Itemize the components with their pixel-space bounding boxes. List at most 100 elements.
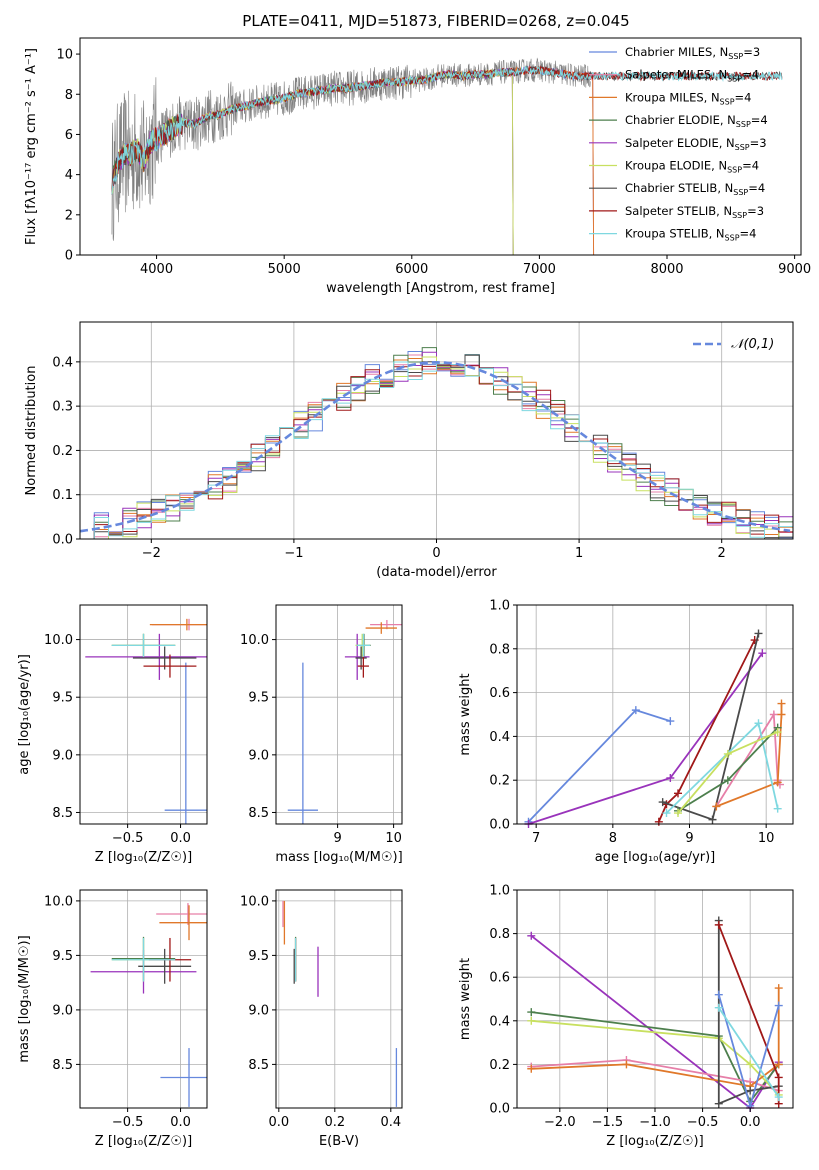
mass-weight-line <box>715 711 781 807</box>
x-tick-label: 2 <box>718 546 726 561</box>
data-point-marker <box>773 804 782 813</box>
x-tick-label: 10 <box>385 831 402 846</box>
y-tick-label: 6 <box>65 128 73 143</box>
y-tick-label: 0.8 <box>489 927 510 942</box>
data-point-marker <box>714 990 723 999</box>
x-tick-label: 9000 <box>778 262 811 277</box>
mass-vs-Z-panel: −0.5 0.0 8.5 9.0 9.5 10.0 Z [log₁₀(Z/Z☉)] mass … <box>17 889 208 1149</box>
data-point-marker <box>622 1060 631 1069</box>
residuals-panel: 𝒩(0,1) −2 −1 0 1 2 0.0 0.1 0.2 0.3 0.4 (data-model)… <box>24 321 794 580</box>
legend-entry: Salpeter MILES, NSSP=4 <box>625 68 759 84</box>
x-tick-label: 8 <box>609 831 617 846</box>
mass-weight-line <box>527 709 671 823</box>
legend-entry: Salpeter ELODIE, NSSP=3 <box>625 136 767 152</box>
data-point-marker <box>714 1099 723 1108</box>
y-tick-label: 0.2 <box>489 774 510 789</box>
y-tick-label: 9.0 <box>248 748 269 763</box>
x-axis-label: wavelength [Angstrom, rest frame] <box>326 281 555 296</box>
y-tick-label: 9.5 <box>248 949 269 964</box>
y-tick-label: 4 <box>65 168 73 183</box>
x-tick-label: −2.0 <box>544 1115 576 1130</box>
y-tick-label: 10.0 <box>240 894 269 909</box>
data-point-marker <box>658 798 667 807</box>
x-axis-label: Z [log₁₀(Z/Z☉)] <box>606 1134 703 1149</box>
axes-frame <box>275 889 403 1109</box>
age-vs-Z-panel: −0.5 0.0 8.5 9.0 9.5 10.0 Z [log₁₀(Z/Z☉)] age [… <box>17 604 208 865</box>
mass-weight-line <box>715 703 783 808</box>
x-tick-label: −1 <box>284 546 303 561</box>
y-tick-label: 8.5 <box>52 1058 73 1073</box>
data-point-marker <box>774 1001 783 1010</box>
mass-weight-line <box>531 1011 780 1104</box>
y-tick-label: 0 <box>65 249 73 264</box>
y-tick-label: 0.0 <box>52 533 73 548</box>
y-tick-label: 8.5 <box>52 806 73 821</box>
x-tick-label: 7000 <box>523 262 556 277</box>
x-axis-label: (data-model)/error <box>376 565 497 580</box>
data-point-marker <box>774 984 783 993</box>
y-tick-label: 8.5 <box>248 1058 269 1073</box>
y-tick-label: 10.0 <box>240 633 269 648</box>
data-point-marker <box>769 710 778 719</box>
x-tick-label: 0.0 <box>170 1115 191 1130</box>
legend-entry: Chabrier ELODIE, NSSP=4 <box>625 113 768 129</box>
y-tick-label: 0.6 <box>489 971 510 986</box>
data-point-marker <box>777 710 786 719</box>
y-tick-label: 9.0 <box>52 748 73 763</box>
x-tick-label: −0.5 <box>112 1115 144 1130</box>
legend-entry: Chabrier STELIB, NSSP=4 <box>625 181 765 197</box>
x-tick-label: −1.0 <box>639 1115 671 1130</box>
y-tick-label: 0.2 <box>52 444 73 459</box>
mass-vs-EBV-panel: 0.0 0.2 0.4 8.5 9.0 9.5 10.0 E(B-V) <box>240 889 403 1149</box>
data-point-marker <box>666 774 675 783</box>
x-tick-label: 0.0 <box>740 1115 761 1130</box>
y-tick-label: 10.0 <box>44 894 73 909</box>
y-tick-label: 8 <box>65 88 73 103</box>
legend-entry: Chabrier MILES, NSSP=3 <box>625 45 760 61</box>
y-tick-label: 0.4 <box>489 730 510 745</box>
legend-entry: Kroupa ELODIE, NSSP=4 <box>625 159 759 175</box>
data-point-marker <box>773 778 782 787</box>
legend-entry: Kroupa MILES, NSSP=4 <box>625 90 751 106</box>
x-tick-label: 0.0 <box>268 1115 289 1130</box>
mass-weight-line <box>717 994 780 1108</box>
axes-frame <box>79 889 208 1109</box>
x-tick-label: 9 <box>333 831 341 846</box>
data-point-marker <box>527 931 536 940</box>
age-vs-mass-panel: 9 10 8.5 9.0 9.5 10.0 mass [log₁₀(M/M☉)] <box>240 604 403 865</box>
y-axis-label: mass [log₁₀(M/M☉)] <box>17 935 32 1062</box>
data-point-marker <box>712 802 721 811</box>
data-point-marker <box>674 789 682 798</box>
x-tick-label: 0.0 <box>170 831 191 846</box>
data-point-marker <box>662 809 671 818</box>
x-tick-label: 8000 <box>650 262 683 277</box>
mass-weight-line <box>528 652 764 824</box>
y-tick-label: 1.0 <box>489 884 510 899</box>
data-point-marker <box>723 749 732 758</box>
y-tick-label: 2 <box>65 208 73 223</box>
y-tick-label: 0.4 <box>489 1014 510 1029</box>
data-point-marker <box>654 817 663 826</box>
axes-frame <box>516 604 794 825</box>
data-point-marker <box>758 649 767 658</box>
y-tick-label: 0.8 <box>489 642 510 657</box>
y-tick-label: 9.5 <box>52 949 73 964</box>
x-tick-label: −1.5 <box>592 1115 624 1130</box>
data-point-marker <box>527 1008 536 1017</box>
axes-frame <box>79 37 802 256</box>
y-tick-label: 9.0 <box>248 1003 269 1018</box>
y-tick-label: 0.0 <box>489 1102 510 1117</box>
y-tick-label: 8.5 <box>248 806 269 821</box>
x-tick-label: 4000 <box>140 262 173 277</box>
y-tick-label: 0.0 <box>489 818 510 833</box>
data-point-marker <box>773 728 782 737</box>
x-tick-label: 9 <box>685 831 693 846</box>
x-tick-label: 5000 <box>268 262 301 277</box>
y-tick-label: 9.0 <box>52 1003 73 1018</box>
y-tick-label: 1.0 <box>489 599 510 614</box>
y-tick-label: 0.2 <box>489 1058 510 1073</box>
x-tick-label: 0 <box>432 546 440 561</box>
data-point-marker <box>527 1016 536 1025</box>
